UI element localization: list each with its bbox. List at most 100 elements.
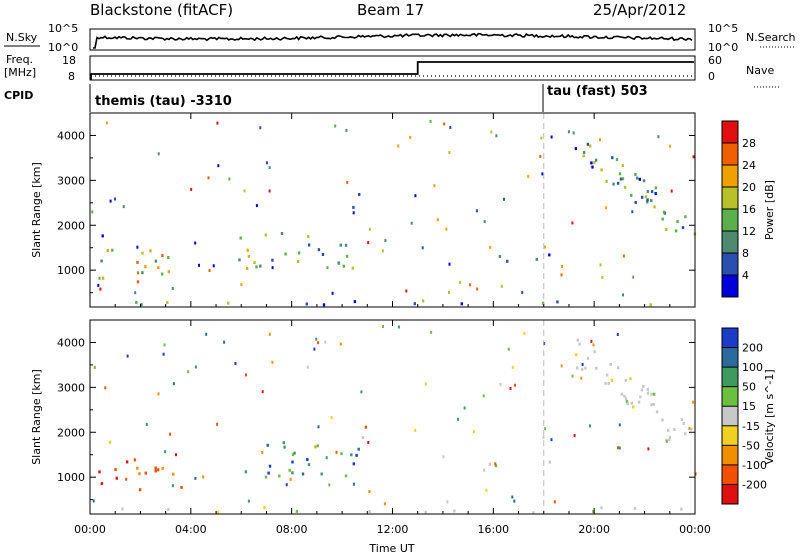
data-point — [162, 352, 165, 356]
data-point — [611, 156, 614, 160]
colorbar-segment — [722, 121, 738, 144]
data-point — [680, 418, 684, 421]
data-point — [676, 220, 679, 223]
data-point — [194, 241, 197, 245]
data-point — [114, 197, 116, 201]
data-point — [245, 267, 249, 270]
data-point — [328, 483, 331, 487]
data-point — [544, 245, 546, 249]
colorbar-segment — [722, 187, 738, 210]
data-point — [217, 164, 220, 168]
data-point — [586, 142, 590, 146]
data-point — [433, 184, 436, 188]
data-point — [216, 510, 219, 514]
data-point — [315, 337, 318, 341]
data-point — [592, 343, 595, 347]
data-point — [316, 444, 319, 448]
data-point — [358, 193, 361, 196]
data-point — [313, 347, 316, 351]
data-point — [207, 176, 210, 180]
data-point — [494, 464, 498, 468]
data-point — [575, 353, 578, 357]
data-point — [261, 390, 264, 394]
y-tick-label: 3000 — [57, 381, 85, 394]
data-point — [681, 226, 685, 230]
data-point — [506, 259, 509, 263]
data-point — [223, 340, 226, 344]
data-point — [100, 259, 103, 263]
data-point — [652, 402, 655, 406]
data-point — [317, 248, 321, 252]
data-point — [619, 177, 623, 181]
data-point — [498, 255, 502, 258]
data-point — [93, 365, 96, 369]
data-point — [104, 386, 107, 390]
data-point — [489, 245, 492, 249]
data-point — [160, 272, 164, 276]
data-point — [649, 303, 652, 307]
data-point — [600, 506, 603, 510]
x-tick-label: 16:00 — [477, 523, 509, 536]
data-point — [161, 254, 164, 258]
data-point — [344, 474, 348, 478]
data-point — [490, 130, 493, 134]
data-point — [650, 199, 653, 203]
data-point — [205, 332, 208, 336]
data-point — [631, 210, 634, 214]
colorbar-segment — [722, 425, 738, 446]
data-point — [382, 325, 384, 328]
data-point — [307, 243, 311, 247]
data-point — [339, 243, 342, 247]
data-point — [368, 227, 371, 231]
colorbar-tick-label: 20 — [742, 181, 756, 194]
data-point — [640, 388, 644, 392]
data-point — [532, 511, 535, 515]
data-point — [616, 333, 619, 336]
data-point — [278, 474, 281, 478]
data-point — [548, 253, 551, 257]
data-point — [350, 453, 353, 457]
data-point — [240, 283, 243, 287]
data-point — [513, 499, 516, 503]
data-point — [556, 300, 559, 304]
power-colorbar-label: Power [dB] — [763, 180, 776, 240]
data-point — [457, 417, 459, 421]
data-point — [342, 264, 345, 268]
data-point — [100, 482, 104, 486]
colorbar-tick-label: 8 — [742, 247, 749, 260]
data-point — [620, 392, 624, 396]
data-point — [571, 374, 574, 378]
data-point — [340, 452, 343, 456]
data-point — [134, 291, 137, 295]
data-point — [622, 254, 625, 258]
data-point — [446, 500, 449, 504]
velocity-scatter — [92, 325, 697, 515]
noise-left-label: N.Sky — [6, 31, 38, 44]
data-point — [305, 302, 308, 306]
data-point — [253, 261, 256, 265]
data-point — [364, 425, 368, 429]
data-point — [144, 265, 147, 269]
data-point — [665, 227, 668, 231]
data-point — [355, 453, 358, 457]
data-point — [414, 428, 417, 432]
x-tick-label: 08:00 — [276, 523, 308, 536]
noise-left-tick-top: 10^5 — [48, 22, 78, 35]
data-point — [352, 482, 355, 486]
data-point — [646, 387, 649, 391]
data-point — [574, 147, 578, 151]
data-point — [357, 447, 360, 451]
data-point — [644, 195, 648, 199]
data-point — [291, 453, 295, 457]
colorbar-tick-label: -100 — [742, 459, 767, 472]
data-point — [190, 187, 193, 191]
data-point — [572, 131, 575, 135]
data-point — [654, 192, 657, 196]
data-point — [582, 154, 585, 158]
data-point — [322, 303, 326, 307]
data-point — [291, 471, 294, 475]
data-point — [163, 343, 166, 347]
data-point — [141, 271, 144, 275]
data-point — [692, 155, 695, 159]
data-point — [136, 245, 139, 249]
